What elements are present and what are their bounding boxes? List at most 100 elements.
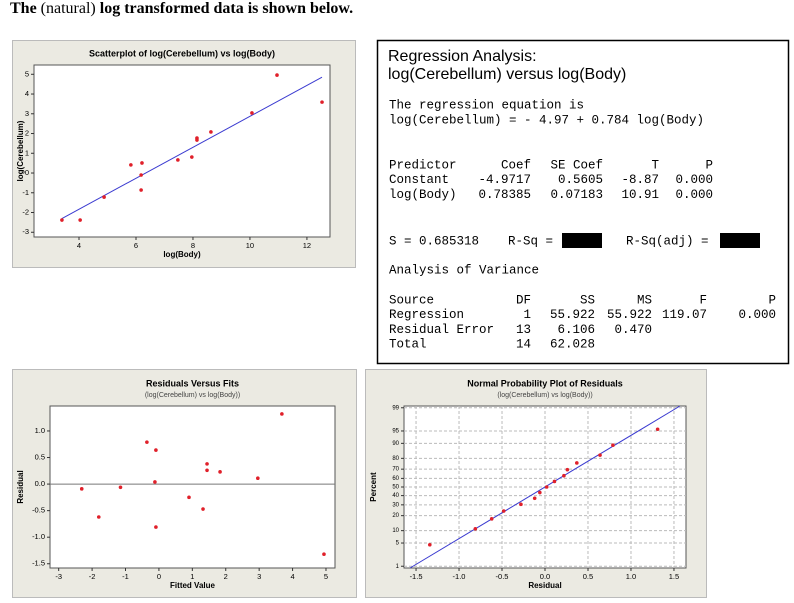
- table-cell: 6.106: [557, 323, 595, 337]
- table-cell: 0.000: [675, 173, 713, 187]
- table-cell: Residual Error: [389, 323, 494, 337]
- x-tick-label: -1.5: [410, 572, 423, 581]
- y-tick-label: 20: [392, 513, 399, 519]
- point: [320, 100, 324, 104]
- point: [145, 440, 149, 444]
- table-cell: Constant: [389, 173, 449, 187]
- heading-text: The: [10, 0, 37, 17]
- table-cell: 62.028: [550, 338, 595, 352]
- y-tick-label: 1: [25, 148, 29, 157]
- table-cell: 0.5605: [558, 173, 603, 187]
- point: [154, 525, 158, 529]
- point: [562, 473, 566, 478]
- y-tick-label: 80: [392, 456, 399, 462]
- x-tick-label: 12: [303, 241, 311, 250]
- x-tick-label: 4: [77, 241, 81, 250]
- point: [538, 490, 542, 495]
- point: [129, 163, 133, 167]
- point: [195, 136, 199, 140]
- regression-box: [376, 39, 790, 365]
- point: [205, 462, 209, 466]
- point: [190, 155, 194, 159]
- table-cell: -8.87: [621, 173, 659, 187]
- y-tick-label: 0.5: [35, 453, 45, 462]
- x-tick-label: 2: [224, 572, 228, 581]
- table-cell: 0.000: [675, 188, 713, 202]
- y-tick-label: -0.5: [32, 506, 45, 515]
- chart-subtitle: (log(Cerebellum) vs log(Body)): [145, 392, 240, 399]
- point: [275, 73, 279, 77]
- table-cell: 0.470: [614, 323, 652, 337]
- point: [552, 479, 557, 484]
- y-tick-label: -1.5: [32, 559, 45, 568]
- point: [140, 161, 144, 165]
- y-tick-label: 1: [396, 564, 400, 570]
- x-tick-label: -2: [89, 572, 96, 581]
- regression-title: Regression Analysis:: [388, 48, 537, 65]
- table-cell: -4.9717: [478, 173, 531, 187]
- point: [78, 218, 82, 222]
- regression-title: log(Cerebellum) versus log(Body): [388, 66, 626, 83]
- table-cell: SS: [580, 293, 595, 307]
- point: [153, 480, 157, 484]
- point: [598, 453, 602, 457]
- y-axis-label: Percent: [369, 472, 378, 502]
- point: [427, 542, 432, 547]
- table-cell: 13: [516, 323, 531, 337]
- table-cell: P: [705, 158, 713, 172]
- table-cell: 119.07: [662, 308, 707, 322]
- table-cell: SE Coef: [550, 158, 603, 172]
- y-tick-label: 5: [25, 69, 29, 78]
- fit-line: [61, 76, 323, 219]
- x-tick-label: -1: [122, 572, 129, 581]
- y-tick-label: 0: [25, 168, 29, 177]
- table-cell: 10.91: [621, 188, 659, 202]
- point: [322, 552, 326, 556]
- point: [187, 495, 191, 500]
- point: [102, 195, 106, 199]
- x-tick-label: 8: [191, 241, 195, 250]
- table-cell: 0.78385: [478, 188, 531, 202]
- y-tick-label: 30: [392, 502, 399, 508]
- y-axis-label: log(Cerebellum): [16, 120, 25, 181]
- x-tick-label: 6: [134, 241, 138, 250]
- x-tick-label: 10: [246, 241, 254, 250]
- point: [519, 502, 523, 507]
- heading-text: (natural): [40, 0, 96, 17]
- chart-title: Normal Probability Plot of Residuals: [467, 378, 623, 388]
- point: [209, 130, 213, 134]
- plot-area: [49, 405, 336, 569]
- y-tick-label: 60: [392, 476, 399, 482]
- fit-stat: S = 0.685318: [389, 234, 479, 248]
- table-cell: Total: [389, 338, 427, 352]
- point: [575, 461, 579, 465]
- point: [544, 485, 549, 489]
- point: [256, 476, 260, 481]
- x-tick-label: 4: [290, 572, 294, 581]
- y-tick-label: 4: [25, 89, 29, 98]
- point: [611, 443, 615, 448]
- table-cell: Regression: [389, 308, 464, 322]
- anova-heading: Analysis of Variance: [389, 263, 539, 277]
- y-axis-label: Residual: [16, 470, 25, 503]
- point: [473, 526, 478, 531]
- table-cell: MS: [637, 293, 652, 307]
- point: [655, 427, 660, 432]
- equation: log(Cerebellum) = - 4.97 + 0.784 log(Bod…: [389, 113, 704, 127]
- table-cell: 55.922: [607, 308, 652, 322]
- table-cell: DF: [516, 293, 531, 307]
- x-tick-label: 1.0: [626, 572, 636, 581]
- x-tick-label: 0.5: [583, 572, 593, 581]
- x-axis-label: Fitted Value: [170, 581, 215, 590]
- table-cell: Predictor: [389, 158, 457, 172]
- point: [201, 507, 205, 511]
- point: [280, 412, 284, 416]
- y-tick-label: 0.0: [35, 479, 45, 488]
- table-cell: 0.07183: [550, 188, 603, 202]
- y-tick-label: -1.0: [32, 532, 45, 541]
- x-tick-label: 0.0: [540, 572, 550, 581]
- x-tick-label: 1.5: [669, 572, 679, 581]
- x-tick-label: -3: [55, 572, 62, 581]
- point: [565, 467, 570, 472]
- point: [60, 218, 64, 222]
